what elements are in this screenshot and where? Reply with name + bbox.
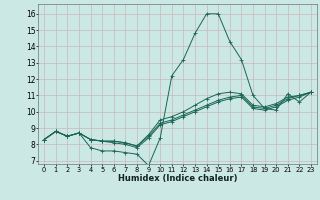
X-axis label: Humidex (Indice chaleur): Humidex (Indice chaleur) — [118, 174, 237, 183]
